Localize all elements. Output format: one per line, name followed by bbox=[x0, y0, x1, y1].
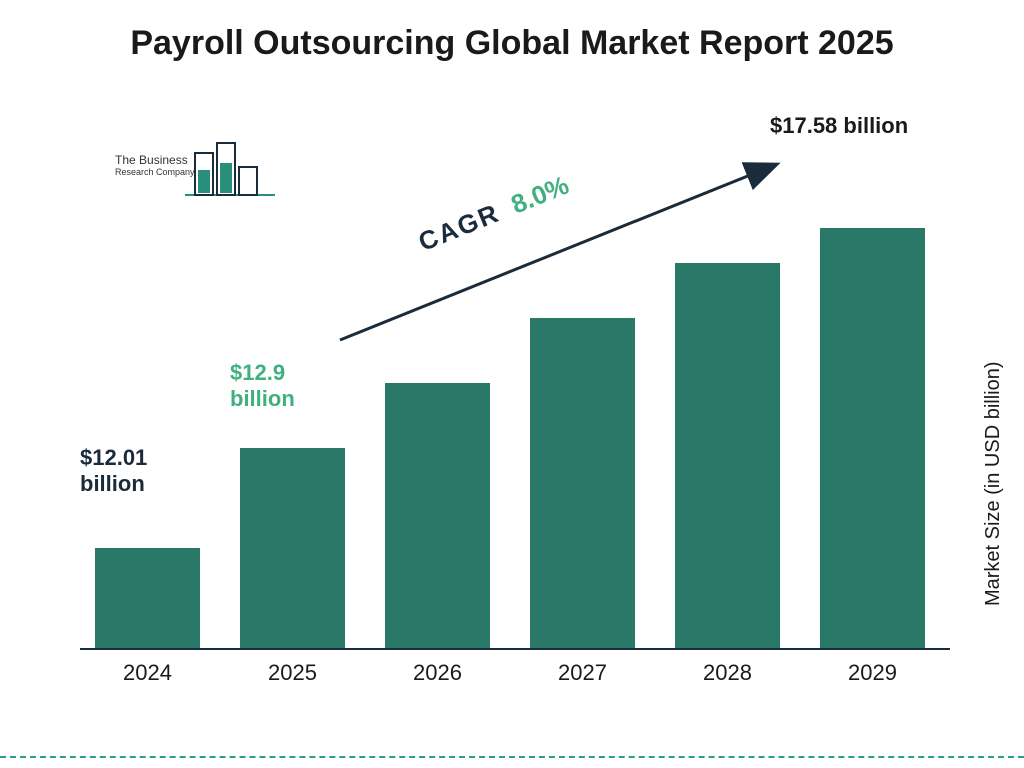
y-axis-label: Market Size (in USD billion) bbox=[983, 362, 1006, 607]
bar-2025 bbox=[240, 448, 345, 648]
bar-wrap-2026: 2026 bbox=[385, 383, 490, 648]
value-label-2025: $12.9 billion bbox=[230, 360, 350, 413]
bar-wrap-2027: 2027 bbox=[530, 318, 635, 648]
bar-2028 bbox=[675, 263, 780, 648]
x-label-2024: 2024 bbox=[95, 660, 200, 686]
bar-2024 bbox=[95, 548, 200, 648]
chart-title: Payroll Outsourcing Global Market Report… bbox=[0, 0, 1024, 65]
x-label-2026: 2026 bbox=[385, 660, 490, 686]
bar-wrap-2029: 2029 bbox=[820, 228, 925, 648]
bar-wrap-2028: 2028 bbox=[675, 263, 780, 648]
x-label-2028: 2028 bbox=[675, 660, 780, 686]
x-label-2029: 2029 bbox=[820, 660, 925, 686]
value-label-2029: $17.58 billion bbox=[770, 113, 970, 139]
bar-wrap-2025: 2025 bbox=[240, 448, 345, 648]
bar-2026 bbox=[385, 383, 490, 648]
value-label-2024: $12.01 billion bbox=[80, 445, 200, 498]
bar-2027 bbox=[530, 318, 635, 648]
bar-2029 bbox=[820, 228, 925, 648]
x-label-2025: 2025 bbox=[240, 660, 345, 686]
x-axis-line bbox=[80, 648, 950, 650]
bar-wrap-2024: 2024 bbox=[95, 548, 200, 648]
x-label-2027: 2027 bbox=[530, 660, 635, 686]
bottom-divider bbox=[0, 756, 1024, 758]
